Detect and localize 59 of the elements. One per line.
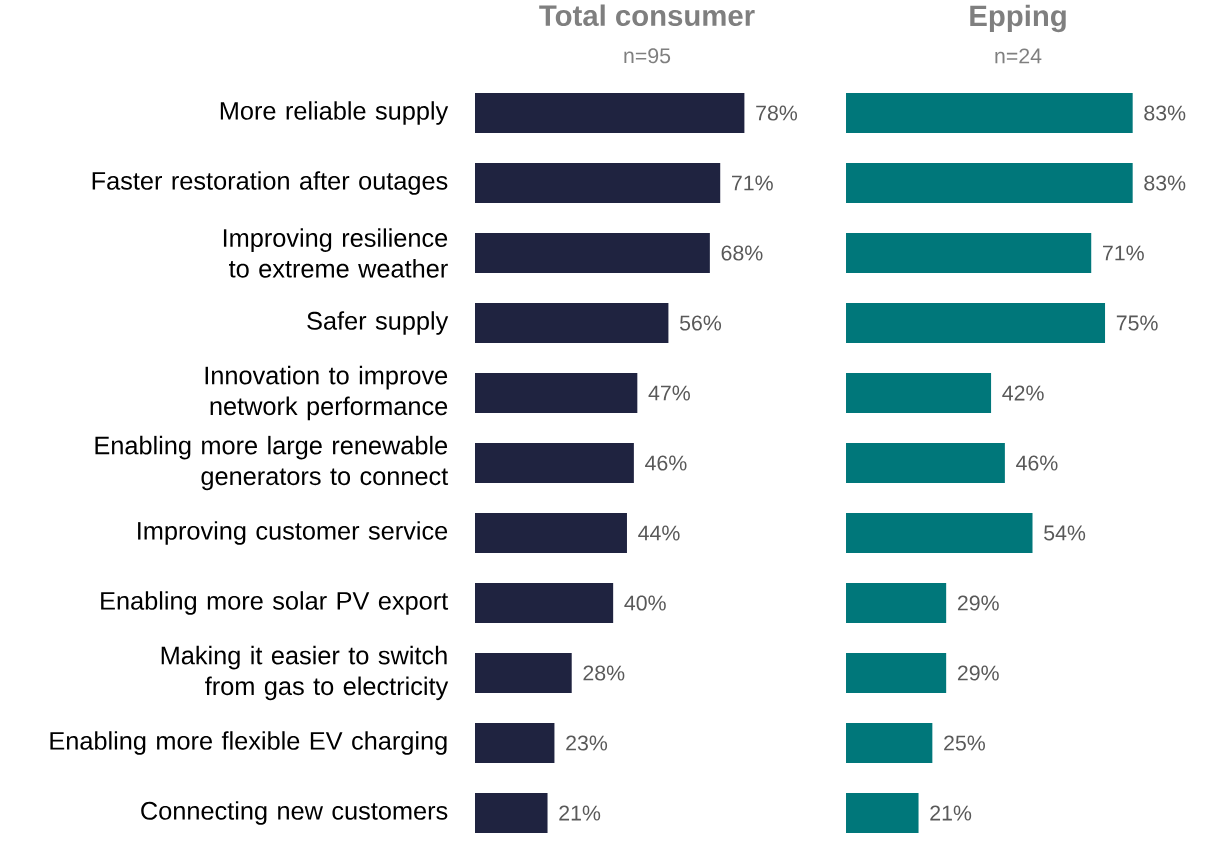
- data-label: 25%: [944, 735, 985, 751]
- y-tick-label: Safer supply: [307, 311, 449, 335]
- bar: [475, 653, 572, 693]
- y-tick-label: Enabling more solar PV export: [101, 591, 449, 615]
- chart-title: Total consumer: [539, 4, 755, 27]
- bar: [846, 163, 1133, 204]
- bar: [475, 233, 710, 274]
- bar: [846, 653, 947, 693]
- data-label: 23%: [566, 735, 608, 751]
- bar: [475, 443, 634, 483]
- data-label: 21%: [930, 805, 972, 821]
- bar: [846, 443, 1005, 483]
- data-label: 29%: [957, 665, 999, 681]
- data-label: 71%: [732, 175, 773, 191]
- data-label: 56%: [679, 315, 722, 331]
- chart-subtitle: n=95: [624, 48, 671, 64]
- y-tick-label: Innovation to improve network performance: [205, 365, 448, 421]
- y-tick-label: More reliable supply: [220, 101, 449, 125]
- y-tick-label: Enabling more flexible EV charging: [50, 731, 447, 755]
- data-label: 46%: [1016, 455, 1058, 471]
- bar: [846, 303, 1106, 344]
- bar: [475, 583, 614, 623]
- data-label: 28%: [583, 665, 625, 681]
- y-tick-label: Enabling more large renewable generators to connect: [95, 435, 449, 491]
- data-label: 46%: [645, 455, 687, 471]
- bar: [846, 373, 992, 413]
- y-tick-label: Faster restoration after outages: [92, 171, 448, 195]
- bar: [846, 233, 1092, 274]
- data-label: 54%: [1044, 525, 1086, 541]
- data-label: 29%: [957, 595, 999, 611]
- data-label: 83%: [1144, 105, 1186, 121]
- bar: [846, 513, 1033, 553]
- data-label: 75%: [1116, 315, 1158, 331]
- bar: [475, 513, 627, 553]
- bar: [846, 93, 1133, 134]
- y-tick-label: Making it easier to switch from gas to electricity: [161, 645, 449, 701]
- bar: [475, 793, 548, 833]
- data-label: 44%: [638, 525, 680, 541]
- bar: [475, 373, 638, 413]
- bar: [475, 93, 745, 134]
- chart-title: Epping: [970, 4, 1066, 33]
- data-label: 40%: [624, 595, 666, 611]
- data-label: 68%: [721, 245, 763, 261]
- data-label: 42%: [1002, 385, 1044, 401]
- bar: [846, 793, 919, 833]
- data-label: 21%: [559, 805, 601, 821]
- y-tick-label: Improving customer service: [138, 521, 448, 545]
- bar: [846, 723, 933, 763]
- bar: [846, 583, 947, 623]
- bar: [475, 303, 669, 344]
- data-label: 47%: [648, 385, 690, 401]
- data-label: 71%: [1103, 245, 1144, 261]
- bar: [475, 163, 721, 204]
- y-tick-label: Connecting new customers: [141, 801, 448, 825]
- y-tick-label: Improving resilience to extreme weather: [223, 228, 448, 278]
- chart-subtitle: n=24: [995, 48, 1042, 64]
- data-label: 83%: [1144, 175, 1186, 191]
- data-label: 78%: [756, 105, 798, 121]
- bar: [475, 723, 555, 763]
